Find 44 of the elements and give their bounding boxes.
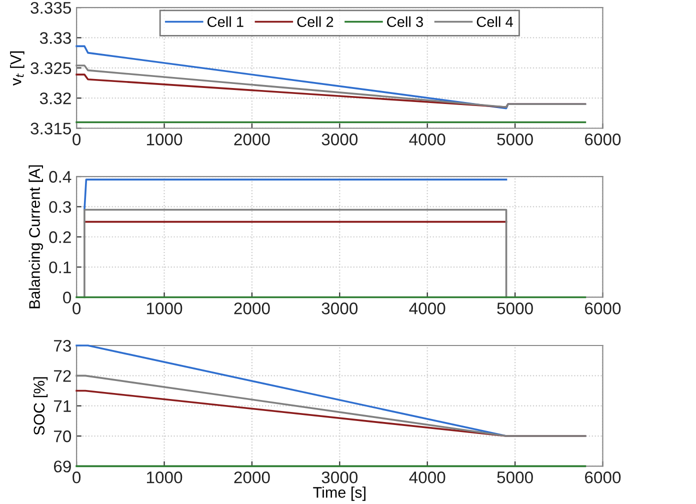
y-tick-label: 0.1	[49, 261, 71, 274]
y-tick-label: 3.33	[40, 32, 71, 44]
x-tick-label: 3000	[322, 134, 358, 146]
y-tick-label: 72	[54, 370, 71, 382]
y-tick-label: 0	[63, 292, 72, 304]
x-tick-label: 0	[72, 302, 81, 314]
y-tick-label: 3.32	[40, 92, 71, 104]
x-tick-label: 5000	[497, 302, 533, 314]
y-tick-label: 73	[54, 340, 71, 352]
y-tick-label: 3.325	[30, 62, 72, 74]
x-tick-label: 2000	[234, 302, 270, 314]
x-tick-label: 4000	[409, 302, 446, 314]
x-tick-label: 6000	[585, 472, 621, 484]
x-tick-label: 2000	[234, 472, 270, 484]
y-tick-label: 0.3	[49, 201, 71, 213]
y-tick-label: 69	[54, 460, 71, 472]
x-tick-label: 0	[72, 134, 81, 146]
x-tick-label: 0	[72, 472, 81, 484]
y-axis-title: v$_{t}$ [V]	[10, 51, 24, 86]
legend-label: Cell 4	[476, 16, 513, 28]
x-tick-label: 6000	[585, 302, 621, 314]
y-axis-title: SOC [%]	[33, 377, 48, 435]
legend-label: Cell 1	[207, 16, 244, 28]
x-tick-label: 3000	[322, 472, 358, 484]
y-axis-title: Balancing Current [A]	[28, 165, 43, 308]
x-tick-label: 6000	[585, 134, 621, 146]
x-tick-label: 2000	[234, 134, 270, 146]
legend-label: Cell 3	[387, 16, 423, 28]
x-tick-label: 1000	[146, 134, 182, 146]
y-tick-label: 3.315	[30, 122, 72, 134]
y-tick-label: 0.2	[49, 231, 71, 244]
x-axis-title: Time [s]	[313, 486, 366, 501]
y-tick-label: 0.4	[49, 170, 72, 183]
x-tick-label: 3000	[322, 302, 358, 314]
x-tick-label: 1000	[146, 472, 182, 484]
x-tick-label: 1000	[146, 302, 182, 314]
x-tick-label: 4000	[409, 134, 446, 146]
x-tick-label: 5000	[497, 472, 533, 484]
y-tick-label: 70	[54, 430, 72, 442]
legend-label: Cell 2	[297, 16, 334, 28]
y-tick-label: 71	[54, 400, 71, 412]
x-tick-label: 4000	[409, 472, 446, 484]
x-tick-label: 5000	[497, 134, 533, 146]
y-tick-label: 3.335	[30, 2, 72, 14]
